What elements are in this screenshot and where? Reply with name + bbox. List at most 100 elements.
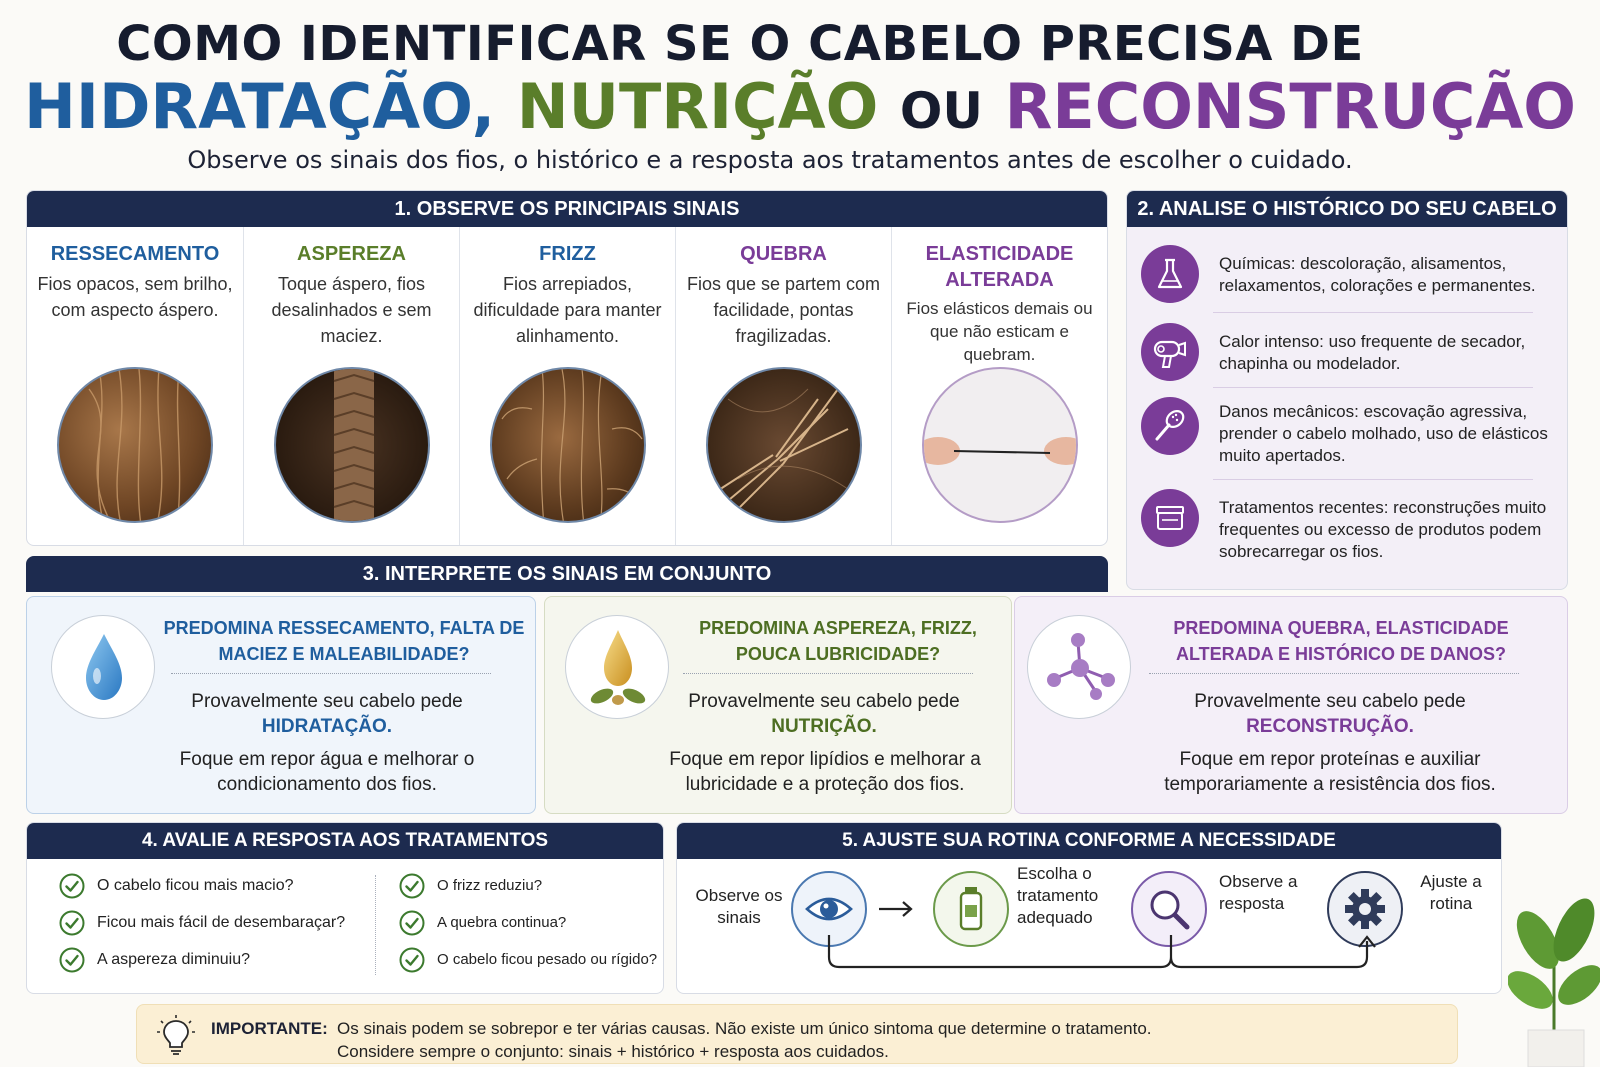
interpret-result-word: NUTRIÇÃO. xyxy=(771,716,877,737)
sign-column-elasticidade: ELASTICIDADE ALTERADA Fios elásticos dem… xyxy=(891,227,1107,545)
sign-column-frizz: FRIZZ Fios arrepiados, dificuldade para … xyxy=(459,227,675,545)
history-text: Danos mecânicos: escovação agressiva, pr… xyxy=(1219,402,1548,465)
interpret-result: Provavelmente seu cabelo pede RECONSTRUÇ… xyxy=(1165,689,1495,739)
title-word-hidratacao: HIDRATAÇÃO, xyxy=(23,70,496,143)
history-text: Químicas: descoloração, alisamentos, rel… xyxy=(1219,254,1536,295)
interpret-question: PREDOMINA RESSECAMENTO, FALTA DE MACIEZ … xyxy=(163,618,525,664)
magnifier-icon xyxy=(1131,871,1207,947)
plant-decoration-icon xyxy=(1508,898,1600,1067)
title-line-1: COMO IDENTIFICAR SE O CABELO PRECISA DE xyxy=(116,16,1364,72)
sign-title: FRIZZ xyxy=(539,243,596,265)
frizzy-hair-image xyxy=(490,367,646,523)
flask-icon xyxy=(1141,245,1199,303)
divider xyxy=(1149,673,1519,674)
section-history: 2. ANALISE O HISTÓRICO DO SEU CABELO Quí… xyxy=(1126,190,1568,590)
section-history-heading: 2. ANALISE O HISTÓRICO DO SEU CABELO xyxy=(1127,191,1567,227)
sign-column-quebra: QUEBRA Fios que se partem com facilidade… xyxy=(675,227,891,545)
subtitle: Observe os sinais dos fios, o histórico … xyxy=(187,146,1353,174)
title-line-2: HIDRATAÇÃO, NUTRIÇÃO OU RECONSTRUÇÃO xyxy=(0,70,1600,143)
sign-title: RESSECAMENTO xyxy=(50,243,220,265)
interpret-result: Provavelmente seu cabelo pede HIDRATAÇÃO… xyxy=(167,689,487,739)
section-response: 4. AVALIE A RESPOSTA AOS TRATAMENTOS O c… xyxy=(26,822,664,994)
dry-hair-strands-icon xyxy=(88,369,181,521)
title-word-reconstrucao: RECONSTRUÇÃO xyxy=(1004,70,1577,143)
interpret-card-reconstrucao: PREDOMINA QUEBRA, ELASTICIDADE ALTERADA … xyxy=(1014,596,1568,814)
sign-title: ASPEREZA xyxy=(297,243,406,265)
step-label: Escolha o tratamento adequado xyxy=(1017,864,1099,927)
interpret-result-word: RECONSTRUÇÃO. xyxy=(1246,716,1414,737)
important-note: IMPORTANTE: Os sinais podem se sobrepor … xyxy=(136,1004,1458,1064)
checklist-text: A aspereza diminuiu? xyxy=(97,951,250,968)
interpret-card-hidratacao: PREDOMINA RESSECAMENTO, FALTA DE MACIEZ … xyxy=(26,596,536,814)
step-label: Observe a resposta xyxy=(1219,872,1298,913)
important-text-line-2: Considere sempre o conjunto: sinais + hi… xyxy=(337,1042,889,1061)
interpret-focus: Foque em repor lipídios e melhorar a lub… xyxy=(669,749,981,795)
check-circle-icon xyxy=(399,910,425,936)
divider xyxy=(683,673,973,674)
split-ends-icon xyxy=(708,388,849,520)
section-interpret-heading: 3. INTERPRETE OS SINAIS EM CONJUNTO xyxy=(26,556,1108,592)
molecule-icon xyxy=(1027,615,1131,719)
gear-icon xyxy=(1327,871,1403,947)
sign-title: QUEBRA xyxy=(740,243,827,265)
title-word-nutricao: NUTRIÇÃO xyxy=(516,70,879,143)
interpret-result-word: HIDRATAÇÃO. xyxy=(261,716,393,737)
sign-description: Fios elásticos demais ou que não esticam… xyxy=(906,299,1093,364)
interpret-card-nutricao: PREDOMINA ASPEREZA, FRIZZ, POUCA LUBRICI… xyxy=(544,596,1012,814)
section-signs: 1. OBSERVE OS PRINCIPAIS SINAIS RESSECAM… xyxy=(26,190,1108,546)
cuticle-strand-icon xyxy=(333,369,375,521)
check-circle-icon xyxy=(59,947,85,973)
hair-dryer-icon xyxy=(1141,323,1199,381)
bottle-icon xyxy=(933,871,1009,947)
oil-drop-icon xyxy=(565,615,669,719)
check-circle-icon xyxy=(59,910,85,936)
checklist-item: A aspereza diminuiu? xyxy=(59,947,250,973)
sign-description: Fios arrepiados, dificuldade para manter… xyxy=(473,274,662,346)
sign-column-aspereza: ASPEREZA Toque áspero, fios desalinhados… xyxy=(243,227,459,545)
history-text: Calor intenso: uso frequente de secador,… xyxy=(1219,332,1526,373)
checklist-item: O cabelo ficou pesado ou rígido? xyxy=(399,947,657,973)
interpret-question: PREDOMINA ASPEREZA, FRIZZ, POUCA LUBRICI… xyxy=(699,618,977,664)
interpret-focus: Foque em repor água e melhorar o condici… xyxy=(179,749,475,795)
stretched-strand-image xyxy=(922,367,1078,523)
section-signs-heading: 1. OBSERVE OS PRINCIPAIS SINAIS xyxy=(27,191,1107,227)
sign-description: Toque áspero, fios desalinhados e sem ma… xyxy=(271,274,432,346)
fingers-stretching-strand-icon xyxy=(924,437,1076,465)
check-circle-icon xyxy=(59,873,85,899)
title-word-ou: OU xyxy=(899,82,983,140)
checklist-text: Ficou mais fácil de desembaraçar? xyxy=(97,914,346,931)
section-routine: 5. AJUSTE SUA ROTINA CONFORME A NECESSID… xyxy=(676,822,1502,994)
step-label: Observe os sinais xyxy=(695,886,783,927)
important-text-line-1: Os sinais podem se sobrepor e ter várias… xyxy=(337,1019,1152,1038)
checklist-item: A quebra continua? xyxy=(399,910,566,936)
checklist-text: O cabelo ficou pesado ou rígido? xyxy=(437,951,658,968)
broken-hair-image xyxy=(706,367,862,523)
interpret-prefix: Provavelmente seu cabelo pede xyxy=(191,691,463,712)
divider xyxy=(1213,479,1533,480)
step-label: Ajuste a rotina xyxy=(1420,872,1482,913)
checklist-item: Ficou mais fácil de desembaraçar? xyxy=(59,910,345,936)
interpret-focus: Foque em repor proteínas e auxiliar temp… xyxy=(1164,749,1496,795)
check-circle-icon xyxy=(399,873,425,899)
rough-cuticle-image xyxy=(274,367,430,523)
frizz-strands-icon xyxy=(501,369,643,521)
divider xyxy=(171,673,491,674)
sign-title: ELASTICIDADE ALTERADA xyxy=(925,243,1074,291)
checklist-text: O cabelo ficou mais macio? xyxy=(97,877,294,894)
checklist-text: A quebra continua? xyxy=(437,914,567,931)
checklist-item: O cabelo ficou mais macio? xyxy=(59,873,294,899)
lightbulb-icon xyxy=(155,1013,197,1061)
interpret-prefix: Provavelmente seu cabelo pede xyxy=(688,691,960,712)
interpret-question: PREDOMINA QUEBRA, ELASTICIDADE ALTERADA … xyxy=(1173,618,1509,664)
divider xyxy=(375,875,376,975)
history-text: Tratamentos recentes: reconstruções muit… xyxy=(1219,498,1547,561)
section-response-heading: 4. AVALIE A RESPOSTA AOS TRATAMENTOS xyxy=(27,823,663,859)
sign-description: Fios opacos, sem brilho, com aspecto ásp… xyxy=(37,274,233,320)
divider xyxy=(1213,312,1533,313)
section-routine-heading: 5. AJUSTE SUA ROTINA CONFORME A NECESSID… xyxy=(677,823,1501,859)
hairbrush-icon xyxy=(1141,397,1199,455)
sign-description: Fios que se partem com facilidade, ponta… xyxy=(686,274,881,346)
check-circle-icon xyxy=(399,947,425,973)
divider xyxy=(1213,387,1533,388)
checklist-item: O frizz reduziu? xyxy=(399,873,542,899)
